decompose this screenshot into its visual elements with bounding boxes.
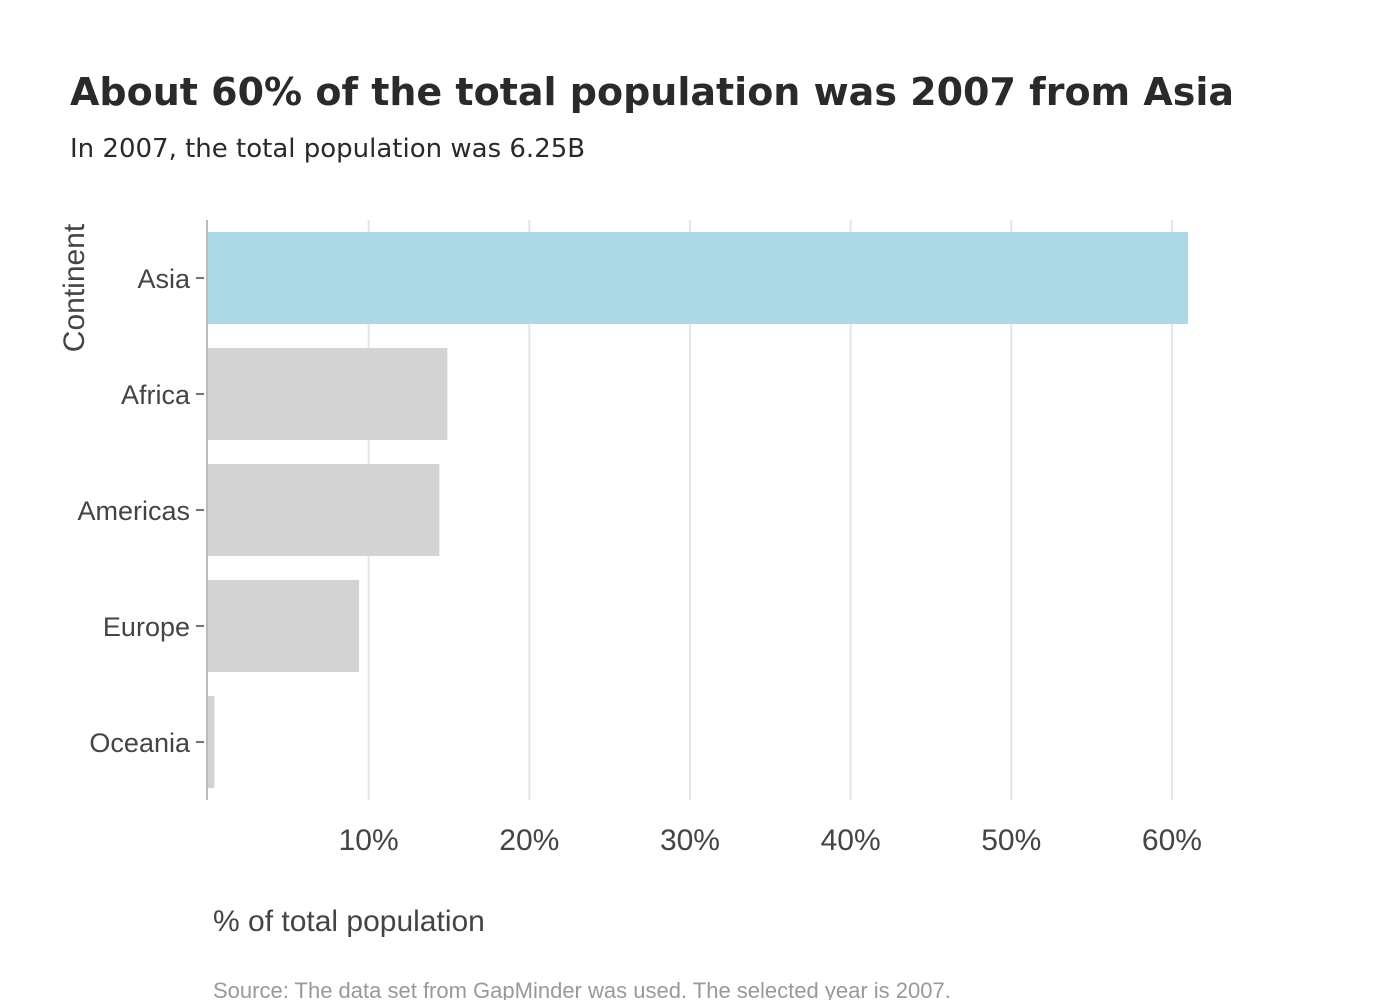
y-tick-label-europe: Europe — [103, 612, 190, 642]
x-tick-label: 50% — [981, 824, 1041, 857]
y-tick-label-africa: Africa — [121, 380, 191, 410]
source-note: Source: The data set from GapMinder was … — [213, 978, 951, 1000]
x-tick-label: 20% — [499, 824, 559, 857]
x-axis-label: % of total population — [213, 905, 485, 938]
y-tick-label-americas: Americas — [77, 496, 190, 526]
bar-oceania — [208, 696, 215, 788]
y-axis-label: Continent — [58, 223, 91, 352]
y-tick-label-oceania: Oceania — [89, 728, 191, 758]
bar-americas — [208, 464, 440, 556]
x-tick-label: 10% — [339, 824, 399, 857]
chart-subtitle: In 2007, the total population was 6.25B — [70, 134, 586, 164]
chart-title: About 60% of the total population was 20… — [70, 70, 1235, 114]
bar-europe — [208, 580, 360, 672]
axes: 10% 20% 30% 40% 50% 60% Asia Africa Americas Euro… — [77, 220, 1202, 857]
bars — [208, 232, 1188, 788]
x-tick-label: 40% — [821, 824, 881, 857]
bar-asia — [208, 232, 1188, 324]
x-tick-label: 30% — [660, 824, 720, 857]
x-tick-label: 60% — [1142, 824, 1202, 857]
y-tick-label-asia: Asia — [137, 264, 191, 294]
bar-africa — [208, 348, 448, 440]
